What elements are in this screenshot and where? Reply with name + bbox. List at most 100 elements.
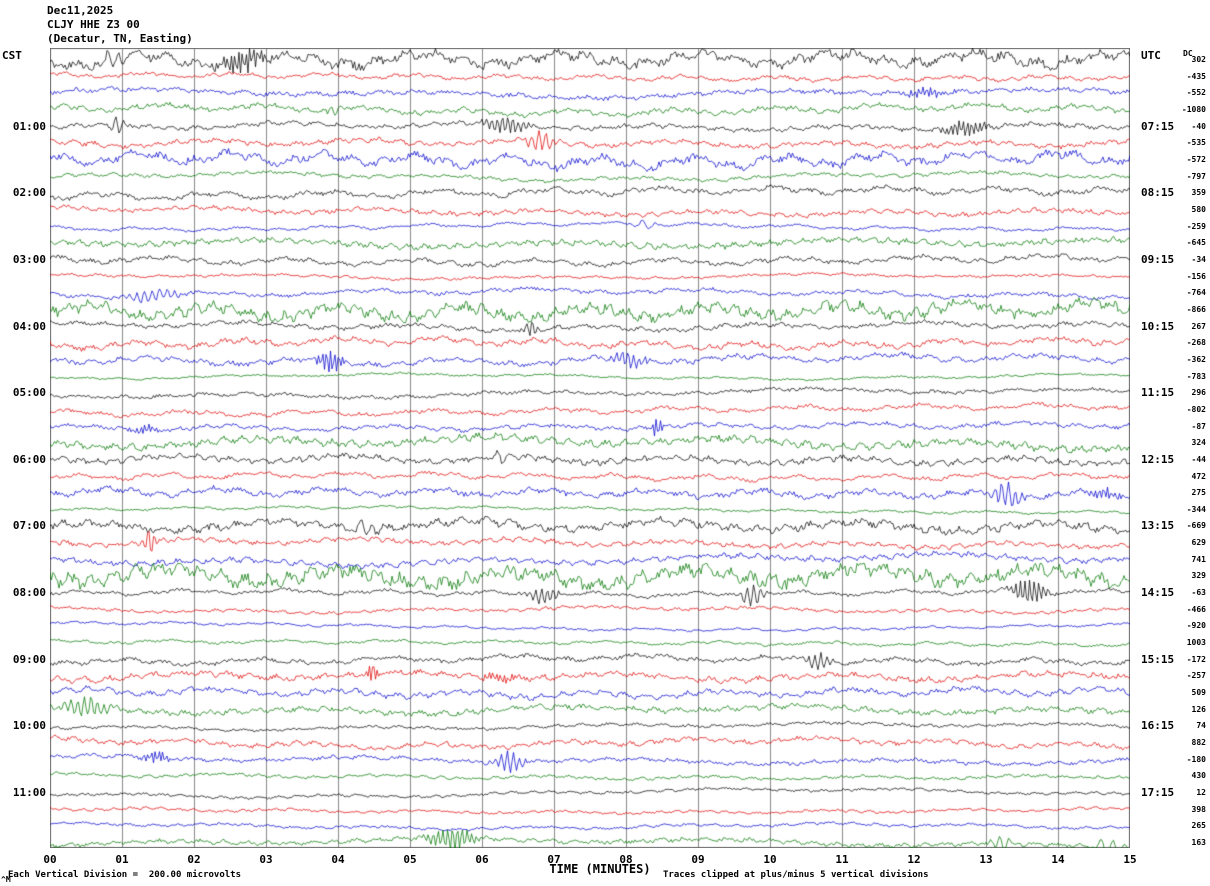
title-location: (Decatur, TN, Easting) bbox=[47, 32, 193, 45]
utc-hour-label: 08:15 bbox=[1141, 186, 1175, 200]
dc-offset-value: 629 bbox=[1191, 538, 1206, 548]
utc-hour-label: 15:15 bbox=[1141, 652, 1175, 666]
dc-offset-value: -535 bbox=[1186, 138, 1206, 148]
dc-offset-value: -362 bbox=[1186, 354, 1206, 364]
dc-offset-value: 324 bbox=[1191, 438, 1206, 448]
dc-offset-value: 398 bbox=[1191, 804, 1206, 814]
cst-hour-label: 11:00 bbox=[12, 786, 46, 800]
dc-offset-value: 126 bbox=[1191, 704, 1206, 714]
dc-offset-value: 580 bbox=[1191, 204, 1206, 214]
dc-offset-value: -156 bbox=[1186, 271, 1206, 281]
x-tick-label: 08 bbox=[619, 853, 633, 866]
x-tick-label: 05 bbox=[403, 853, 417, 866]
seismogram-traces bbox=[50, 48, 1130, 848]
dc-offset-value: -669 bbox=[1186, 521, 1206, 531]
cst-hour-label: 05:00 bbox=[12, 386, 46, 400]
cst-hour-label: 10:00 bbox=[12, 719, 46, 733]
dc-offset-value: 359 bbox=[1191, 188, 1206, 198]
dc-offset-value: -63 bbox=[1191, 588, 1206, 598]
dc-offset-value: -268 bbox=[1186, 338, 1206, 348]
x-tick-label: 11 bbox=[835, 853, 849, 866]
utc-hour-label: 17:15 bbox=[1141, 786, 1175, 800]
x-tick-label: 03 bbox=[259, 853, 273, 866]
utc-hour-label: 13:15 bbox=[1141, 519, 1175, 533]
clip-note: Traces clipped at plus/minus 5 vertical … bbox=[663, 870, 929, 880]
dc-offset-value: -783 bbox=[1186, 371, 1206, 381]
x-tick-label: 12 bbox=[907, 853, 921, 866]
dc-offset-value: -257 bbox=[1186, 671, 1206, 681]
dc-offset-value: -920 bbox=[1186, 621, 1206, 631]
utc-hour-label: 11:15 bbox=[1141, 386, 1175, 400]
dc-offset-value: 265 bbox=[1191, 821, 1206, 831]
dc-offset-value: -172 bbox=[1186, 654, 1206, 664]
dc-offset-value: 12 bbox=[1196, 788, 1206, 798]
x-tick-label: 09 bbox=[691, 853, 705, 866]
left-axis-header: CST bbox=[2, 49, 22, 62]
dc-offset-value: 296 bbox=[1191, 388, 1206, 398]
dc-offset-value: 882 bbox=[1191, 738, 1206, 748]
dc-offset-value: 329 bbox=[1191, 571, 1206, 581]
dc-offset-value: -40 bbox=[1191, 121, 1206, 131]
cst-hour-label: 01:00 bbox=[12, 119, 46, 133]
dc-offset-value: -435 bbox=[1186, 71, 1206, 81]
corner-artifact: ^M bbox=[1, 875, 11, 884]
dc-offset-value: -866 bbox=[1186, 304, 1206, 314]
utc-hour-label: 07:15 bbox=[1141, 119, 1175, 133]
utc-hour-label: 10:15 bbox=[1141, 319, 1175, 333]
utc-hour-label: 12:15 bbox=[1141, 452, 1175, 466]
dc-offset-value: 430 bbox=[1191, 771, 1206, 781]
title-station: CLJY HHE Z3 00 bbox=[47, 18, 140, 31]
cst-hour-label: 04:00 bbox=[12, 319, 46, 333]
dc-offset-value: -44 bbox=[1191, 454, 1206, 464]
cst-hour-label: 03:00 bbox=[12, 252, 46, 266]
x-tick-label: 02 bbox=[187, 853, 201, 866]
cst-hour-label: 07:00 bbox=[12, 519, 46, 533]
dc-offset-value: -764 bbox=[1186, 288, 1206, 298]
dc-offset-value: 74 bbox=[1196, 721, 1206, 731]
dc-offset-value: 741 bbox=[1191, 554, 1206, 564]
cst-hour-label: 06:00 bbox=[12, 452, 46, 466]
cst-hour-label: 09:00 bbox=[12, 652, 46, 666]
x-tick-label: 01 bbox=[115, 853, 129, 866]
dc-offset-value: -87 bbox=[1191, 421, 1206, 431]
x-tick-label: 00 bbox=[43, 853, 57, 866]
x-tick-label: 06 bbox=[475, 853, 489, 866]
dc-offset-value: -259 bbox=[1186, 221, 1206, 231]
x-tick-label: 04 bbox=[331, 853, 345, 866]
dc-offset-value: -802 bbox=[1186, 404, 1206, 414]
title-block: Dec11,2025 CLJY HHE Z3 00 (Decatur, TN, … bbox=[47, 4, 193, 46]
plot-area bbox=[50, 48, 1130, 848]
dc-offset-value: -344 bbox=[1186, 504, 1206, 514]
dc-offset-value: -552 bbox=[1186, 88, 1206, 98]
title-date: Dec11,2025 bbox=[47, 4, 114, 17]
x-tick-label: 15 bbox=[1123, 853, 1137, 866]
scale-note: Each Vertical Division = 200.00 microvol… bbox=[8, 870, 241, 880]
dc-offset-value: -34 bbox=[1191, 254, 1206, 264]
dc-offset-value: -1080 bbox=[1181, 104, 1206, 114]
x-tick-label: 07 bbox=[547, 853, 561, 866]
dc-offset-value: -180 bbox=[1186, 754, 1206, 764]
utc-hour-label: 09:15 bbox=[1141, 252, 1175, 266]
utc-hour-label: 14:15 bbox=[1141, 586, 1175, 600]
dc-offset-value: 509 bbox=[1191, 688, 1206, 698]
dc-offset-value: -466 bbox=[1186, 604, 1206, 614]
dc-offset-value: 302 bbox=[1191, 55, 1206, 64]
dc-offset-value: -572 bbox=[1186, 154, 1206, 164]
dc-offset-value: 267 bbox=[1191, 321, 1206, 331]
dc-offset-value: 275 bbox=[1191, 488, 1206, 498]
x-axis-label: TIME (MINUTES) bbox=[549, 862, 651, 876]
dc-offset-value: 163 bbox=[1191, 838, 1206, 848]
dc-offset-value: -645 bbox=[1186, 238, 1206, 248]
cst-hour-label: 02:00 bbox=[12, 186, 46, 200]
x-tick-label: 10 bbox=[763, 853, 777, 866]
right-axis-header: UTC bbox=[1141, 49, 1161, 62]
utc-hour-label: 16:15 bbox=[1141, 719, 1175, 733]
dc-column-header: DC bbox=[1183, 49, 1193, 58]
dc-offset-value: 1003 bbox=[1186, 638, 1206, 648]
dc-offset-value: 472 bbox=[1191, 471, 1206, 481]
dc-offset-value: -797 bbox=[1186, 171, 1206, 181]
x-tick-label: 14 bbox=[1051, 853, 1065, 866]
cst-hour-label: 08:00 bbox=[12, 586, 46, 600]
x-tick-label: 13 bbox=[979, 853, 993, 866]
